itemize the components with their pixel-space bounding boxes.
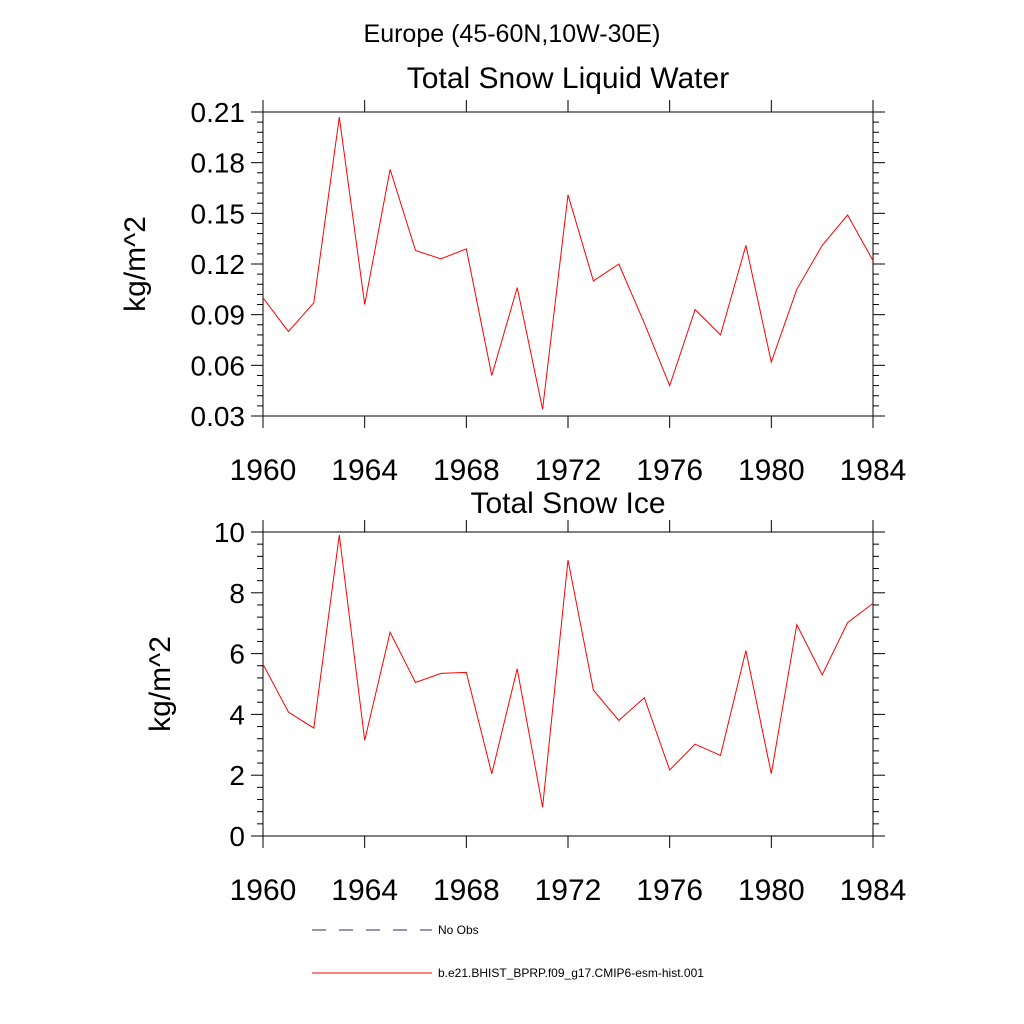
y-tick-label: 0.06	[191, 350, 246, 381]
y-tick-label: 0.12	[191, 249, 246, 280]
x-tick-label: 1964	[331, 454, 398, 487]
figure-suptitle: Europe (45-60N,10W-30E)	[364, 20, 661, 48]
x-tick-label: 1960	[230, 454, 297, 487]
x-tick-label: 1984	[840, 454, 907, 487]
y-tick-label: 8	[229, 578, 245, 609]
series-line	[262, 534, 874, 808]
y-tick-label: 0.15	[191, 198, 246, 229]
plot-frame	[262, 111, 874, 417]
y-axis-label: kg/m^2	[119, 216, 152, 312]
panel-snow-liquid-water: Total Snow Liquid Water kg/m^2 0.03 0.06 0.0…	[119, 62, 906, 487]
y-tick-label: 0.09	[191, 300, 246, 331]
x-tick-label: 1968	[433, 454, 500, 487]
y-tick-label: 0	[229, 821, 245, 852]
y-tick-label: 0.21	[191, 97, 246, 128]
x-tick-label: 1980	[738, 454, 805, 487]
x-tick-label: 1960	[230, 874, 297, 907]
legend: No Obs b.e21.BHIST_BPRP.f09_g17.CMIP6-es…	[312, 923, 704, 980]
x-tick-label: 1984	[840, 874, 907, 907]
x-tick-label: 1972	[535, 454, 602, 487]
panel-title: Total Snow Liquid Water	[407, 62, 729, 95]
y-tick-label: 10	[214, 517, 245, 548]
legend-label-no-obs: No Obs	[438, 923, 479, 937]
y-tick-label: 0.03	[191, 401, 246, 432]
x-tick-label: 1980	[738, 874, 805, 907]
y-tick-label: 2	[229, 760, 245, 791]
panel-snow-ice: Total Snow Ice kg/m^2 0 2 4 6 8 10 1960 1964 1968 1…	[144, 487, 906, 907]
legend-label-model: b.e21.BHIST_BPRP.f09_g17.CMIP6-esm-hist.…	[438, 966, 704, 980]
y-tick-label: 6	[229, 639, 245, 670]
x-tick-label: 1964	[331, 874, 398, 907]
x-tick-label: 1976	[636, 874, 703, 907]
x-tick-label: 1968	[433, 874, 500, 907]
x-tick-label: 1972	[535, 874, 602, 907]
panel-title: Total Snow Ice	[470, 487, 665, 520]
y-tick-label: 4	[229, 699, 245, 730]
y-tick-label: 0.18	[191, 148, 246, 179]
x-tick-label: 1976	[636, 454, 703, 487]
series-line	[262, 117, 874, 410]
plot-frame	[262, 531, 874, 837]
y-axis-label: kg/m^2	[144, 636, 177, 732]
